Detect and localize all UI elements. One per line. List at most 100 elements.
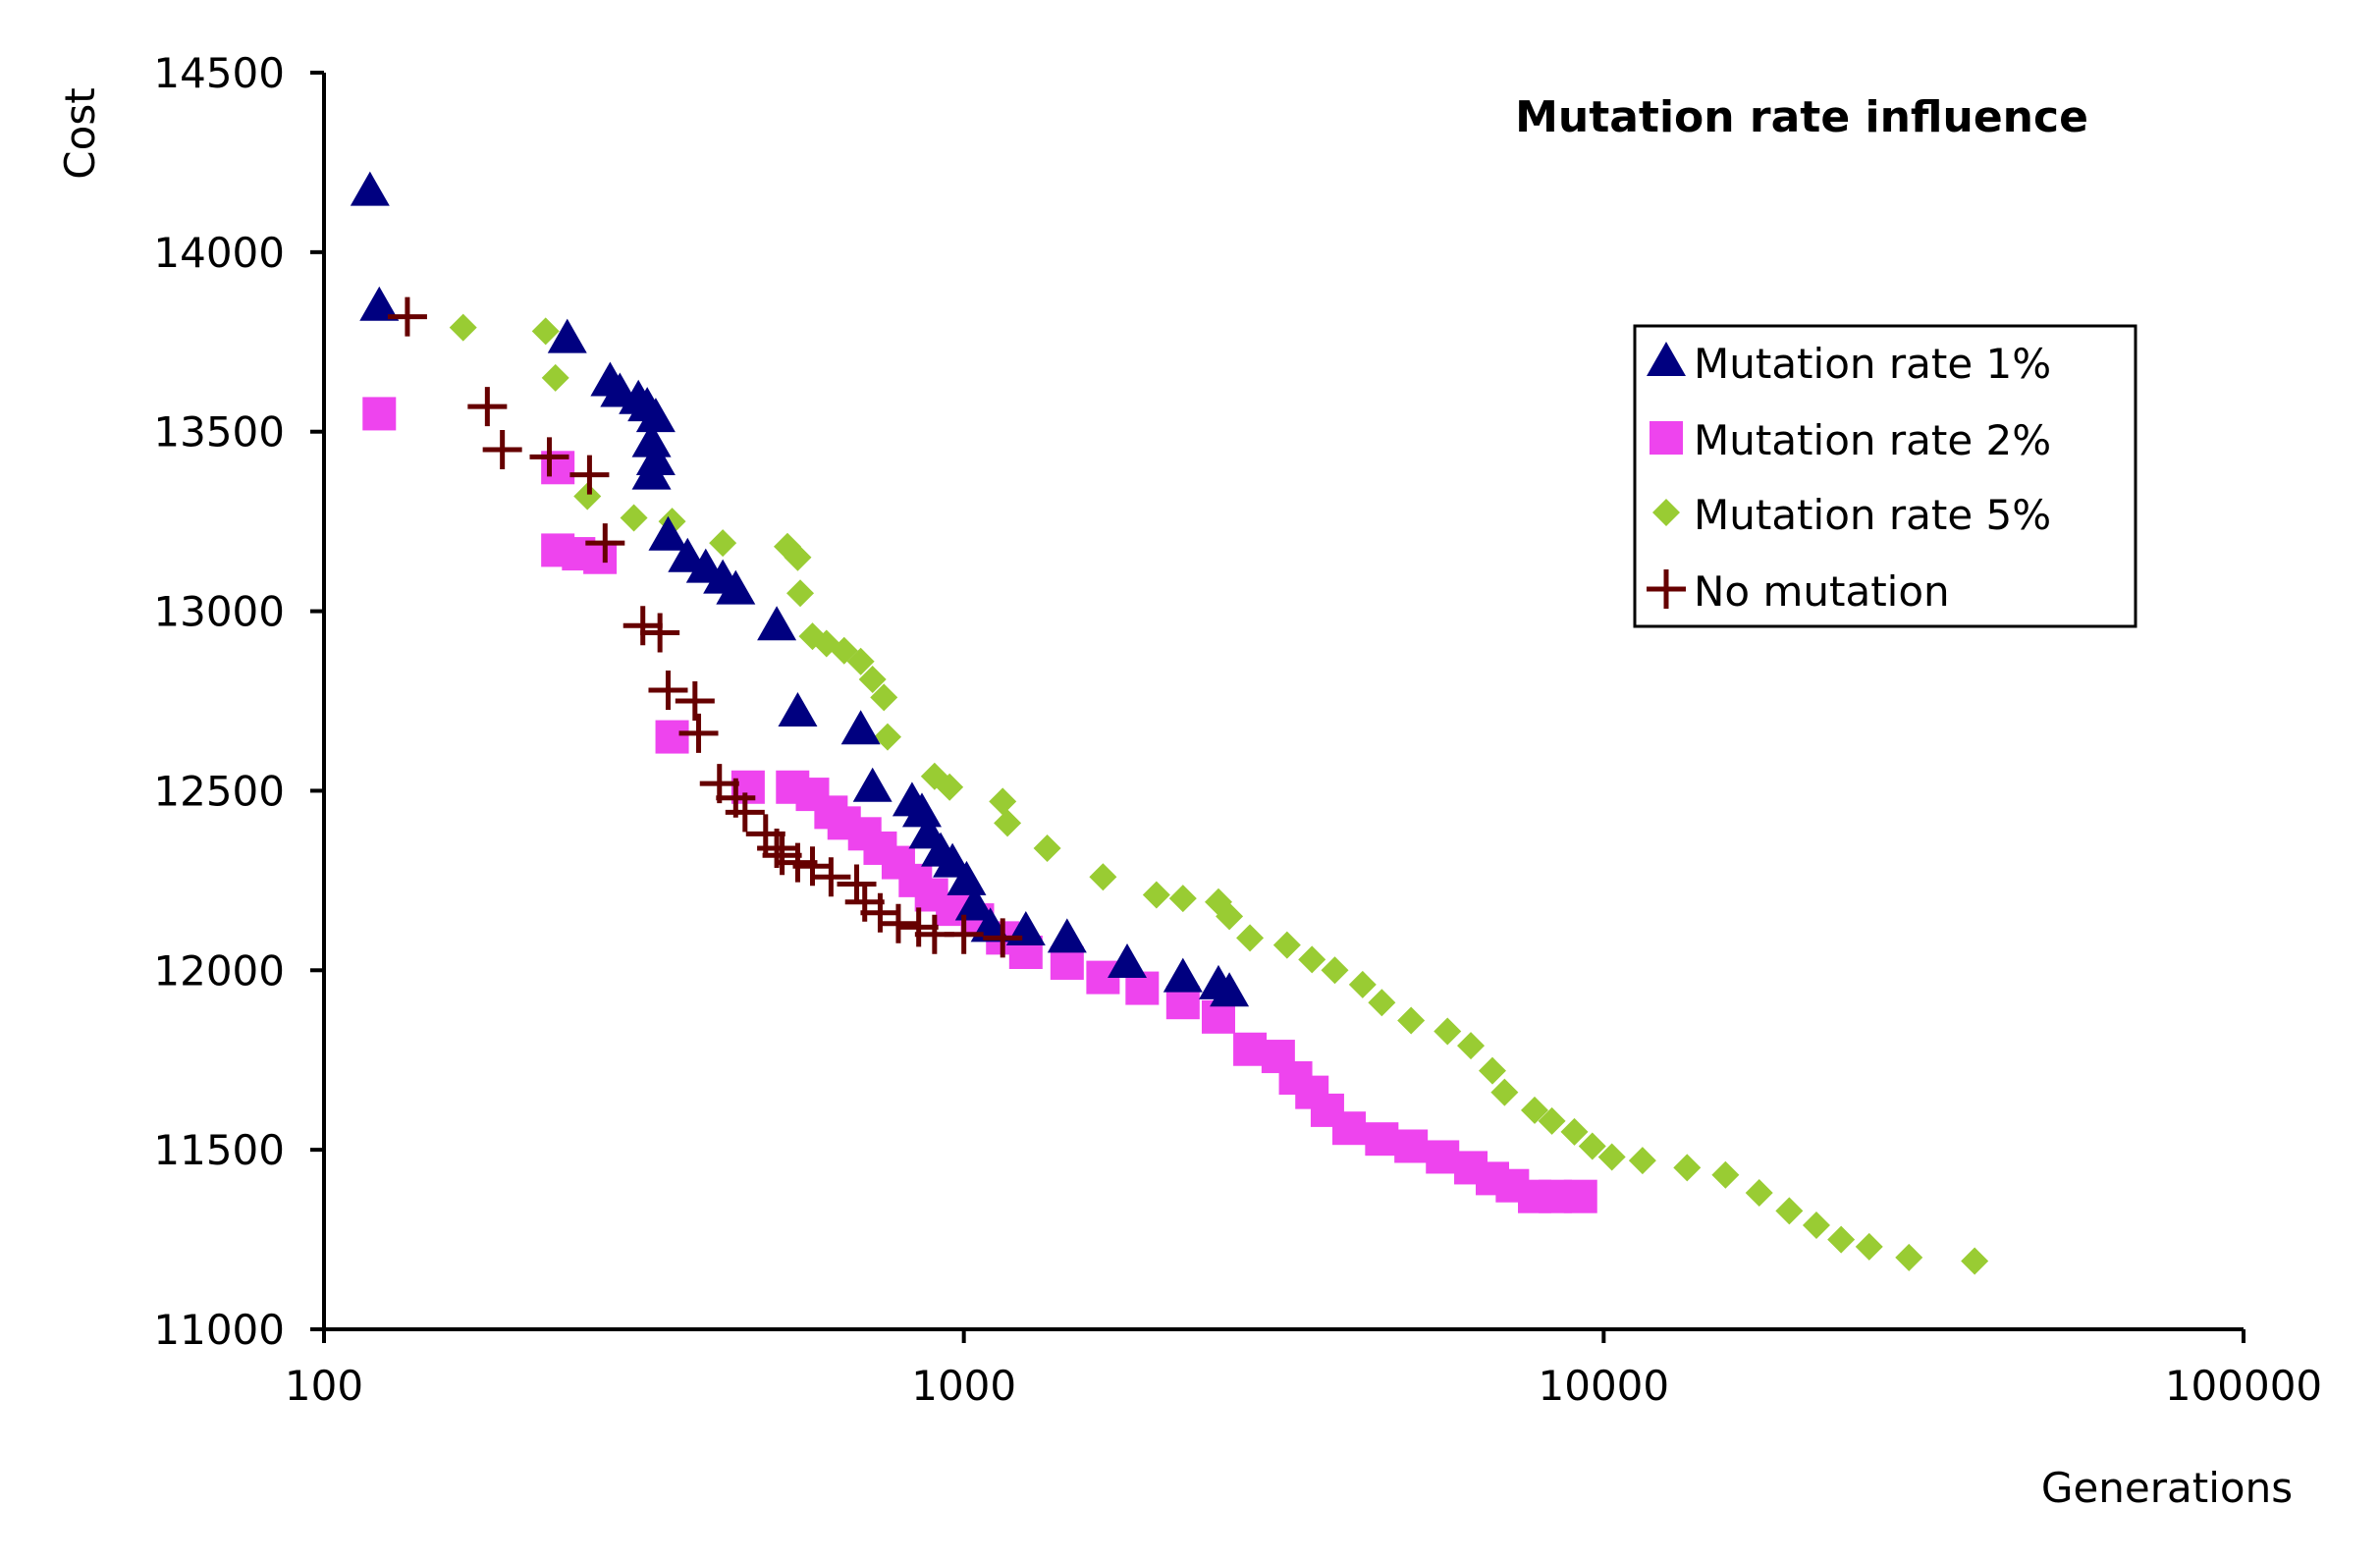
data-point-mutation-rate-5pct <box>989 787 1017 816</box>
data-point-mutation-rate-5pct <box>1827 1225 1856 1254</box>
y-tick-label: 12500 <box>153 767 285 815</box>
data-point-mutation-rate-1pct <box>359 286 400 321</box>
data-point-mutation-rate-2pct <box>1332 1111 1367 1146</box>
series-no-mutation <box>387 296 1023 958</box>
data-point-mutation-rate-2pct <box>655 720 689 754</box>
data-point-mutation-rate-1pct <box>1210 972 1250 1007</box>
data-point-no-mutation <box>675 681 715 721</box>
data-point-mutation-rate-5pct <box>1895 1243 1923 1271</box>
data-point-mutation-rate-5pct <box>1597 1143 1626 1171</box>
data-point-mutation-rate-5pct <box>1775 1197 1804 1225</box>
data-point-mutation-rate-1pct <box>547 318 587 353</box>
data-point-mutation-rate-5pct <box>1272 931 1301 959</box>
data-point-mutation-rate-5pct <box>1855 1232 1883 1261</box>
data-point-mutation-rate-5pct <box>531 317 560 346</box>
data-point-no-mutation <box>648 671 688 711</box>
y-axis-title: Cost <box>56 87 104 179</box>
data-point-mutation-rate-1pct <box>1163 957 1203 993</box>
data-point-no-mutation <box>569 455 610 495</box>
data-point-mutation-rate-5pct <box>1490 1078 1519 1106</box>
data-point-mutation-rate-5pct <box>1457 1032 1486 1060</box>
data-point-no-mutation <box>878 903 918 943</box>
data-point-no-mutation <box>529 437 569 477</box>
data-point-mutation-rate-5pct <box>786 579 815 608</box>
data-point-no-mutation <box>482 430 522 469</box>
data-point-no-mutation <box>467 387 508 427</box>
legend: Mutation rate 1% Mutation rate 2% Mutation… <box>1633 324 2137 628</box>
data-point-mutation-rate-5pct <box>873 723 901 751</box>
data-point-mutation-rate-5pct <box>1802 1211 1830 1239</box>
data-point-mutation-rate-5pct <box>1142 881 1170 909</box>
x-tick-label: 10000 <box>1539 1362 1670 1410</box>
legend-label-mutation-rate-2pct: Mutation rate 2% <box>1694 416 2051 464</box>
series-mutation-rate-2pct <box>362 397 1597 1213</box>
data-point-mutation-rate-5pct <box>1578 1132 1606 1160</box>
data-point-mutation-rate-5pct <box>784 543 812 571</box>
data-point-no-mutation <box>762 835 802 876</box>
legend-box <box>1633 324 2137 628</box>
data-point-mutation-rate-5pct <box>1628 1147 1656 1175</box>
y-tick-label: 11500 <box>153 1126 285 1174</box>
y-tick-label: 11000 <box>153 1306 285 1354</box>
data-point-mutation-rate-2pct <box>1426 1140 1460 1174</box>
data-point-mutation-rate-5pct <box>1745 1179 1773 1208</box>
plot-area: 11000 11500 12000 12500 13000 13500 14000 14500… <box>153 49 2322 1410</box>
data-point-mutation-rate-5pct <box>1961 1247 1989 1275</box>
data-point-mutation-rate-1pct <box>648 515 688 551</box>
data-point-mutation-rate-5pct <box>449 313 477 342</box>
legend-marker-mutation-rate-1pct <box>1647 342 1686 376</box>
x-tick-label: 1000 <box>911 1362 1016 1410</box>
data-point-mutation-rate-2pct <box>1365 1122 1399 1157</box>
data-point-mutation-rate-1pct <box>350 171 390 206</box>
data-point-mutation-rate-1pct <box>954 886 995 921</box>
y-tick-label: 14000 <box>153 229 285 277</box>
data-point-mutation-rate-5pct <box>1321 956 1349 985</box>
data-point-mutation-rate-5pct <box>1236 924 1265 952</box>
data-point-mutation-rate-5pct <box>1673 1154 1702 1182</box>
data-point-mutation-rate-2pct <box>1233 1032 1268 1066</box>
data-point-mutation-rate-5pct <box>1089 863 1117 891</box>
data-point-mutation-rate-5pct <box>1433 1017 1462 1046</box>
legend-items: Mutation rate 1% Mutation rate 2% Mutation… <box>1647 340 2051 616</box>
data-point-mutation-rate-1pct <box>852 767 892 802</box>
data-point-mutation-rate-2pct <box>583 540 618 574</box>
data-point-mutation-rate-1pct <box>901 792 942 828</box>
legend-label-mutation-rate-1pct: Mutation rate 1% <box>1694 340 2051 388</box>
data-point-no-mutation <box>757 828 797 868</box>
data-point-mutation-rate-5pct <box>1168 885 1197 913</box>
y-tick-label: 14500 <box>153 49 285 97</box>
legend-marker-mutation-rate-2pct <box>1650 421 1683 455</box>
y-tick-label: 12000 <box>153 946 285 995</box>
data-point-mutation-rate-1pct <box>778 691 818 727</box>
chart-title: Mutation rate influence <box>1515 92 2088 142</box>
data-point-mutation-rate-2pct <box>362 397 397 431</box>
data-point-mutation-rate-5pct <box>858 666 887 694</box>
series-mutation-rate-5pct <box>449 313 1989 1275</box>
data-point-mutation-rate-1pct <box>1108 942 1148 978</box>
data-point-no-mutation <box>585 523 625 564</box>
data-point-mutation-rate-5pct <box>573 482 602 511</box>
x-axis-title: Generations <box>2041 1464 2293 1512</box>
data-point-mutation-rate-5pct <box>1538 1106 1566 1135</box>
data-point-mutation-rate-5pct <box>870 683 898 712</box>
y-tick-label: 13500 <box>153 408 285 457</box>
data-point-mutation-rate-5pct <box>541 363 569 392</box>
data-point-mutation-rate-5pct <box>1298 945 1326 974</box>
data-point-mutation-rate-1pct <box>635 398 676 433</box>
x-ticks: 100 1000 10000 100000 <box>285 1329 2322 1410</box>
y-ticks: 11000 11500 12000 12500 13000 13500 14000 14500 <box>153 49 324 1354</box>
x-tick-label: 100 <box>285 1362 363 1410</box>
data-point-mutation-rate-5pct <box>1478 1056 1506 1085</box>
data-point-no-mutation <box>811 857 851 897</box>
data-point-mutation-rate-5pct <box>994 809 1022 837</box>
y-tick-label: 13000 <box>153 588 285 636</box>
data-point-mutation-rate-5pct <box>1711 1160 1740 1189</box>
data-point-mutation-rate-5pct <box>620 504 648 532</box>
points-layer <box>350 171 1989 1275</box>
data-point-mutation-rate-2pct <box>1394 1129 1429 1163</box>
data-point-mutation-rate-5pct <box>1560 1117 1589 1146</box>
data-point-mutation-rate-5pct <box>1348 970 1377 998</box>
legend-marker-no-mutation <box>1647 569 1686 609</box>
data-point-mutation-rate-1pct <box>757 606 797 641</box>
